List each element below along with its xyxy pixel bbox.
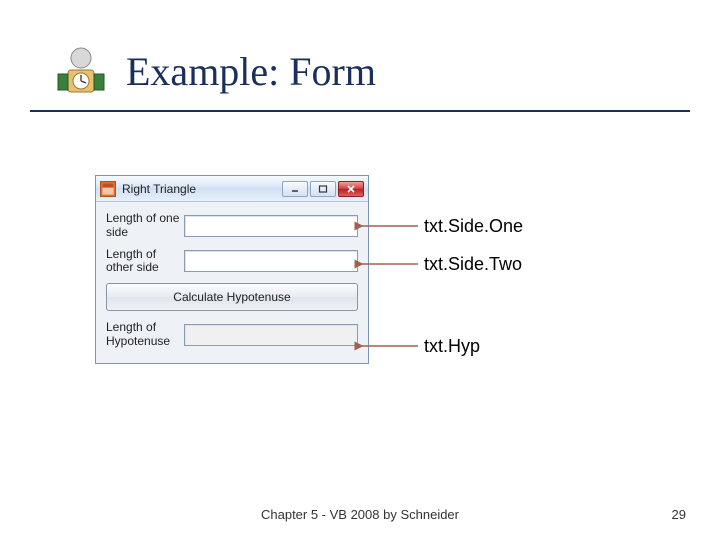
maximize-button[interactable] (310, 181, 336, 197)
label-side-one: Length of one side (106, 212, 184, 240)
page-number: 29 (672, 507, 686, 522)
form-window: Right Triangle Length of one side (95, 175, 369, 364)
titlebar[interactable]: Right Triangle (96, 176, 368, 202)
logo-icon (50, 40, 112, 102)
calculate-button[interactable]: Calculate Hypotenuse (106, 283, 358, 311)
form-icon (100, 181, 116, 197)
callout-side-two: txt.Side.Two (424, 254, 522, 275)
content-area: Right Triangle Length of one side (95, 175, 369, 364)
window-controls (282, 181, 364, 197)
window-title: Right Triangle (122, 182, 282, 196)
txt-side-two[interactable] (184, 250, 358, 272)
slide: Example: Form Right Triangle (0, 0, 720, 540)
slide-title: Example: Form (126, 48, 376, 95)
callout-hyp: txt.Hyp (424, 336, 480, 357)
row-side-one: Length of one side (106, 212, 358, 240)
txt-hyp[interactable] (184, 324, 358, 346)
slide-header: Example: Form (30, 0, 690, 112)
txt-side-one[interactable] (184, 215, 358, 237)
label-hyp: Length of Hypotenuse (106, 321, 184, 349)
row-hyp: Length of Hypotenuse (106, 321, 358, 349)
row-side-two: Length of other side (106, 248, 358, 276)
label-side-two: Length of other side (106, 248, 184, 276)
footer-text: Chapter 5 - VB 2008 by Schneider (0, 507, 720, 522)
minimize-button[interactable] (282, 181, 308, 197)
close-button[interactable] (338, 181, 364, 197)
callout-side-one: txt.Side.One (424, 216, 523, 237)
client-area: Length of one side Length of other side … (96, 202, 368, 363)
